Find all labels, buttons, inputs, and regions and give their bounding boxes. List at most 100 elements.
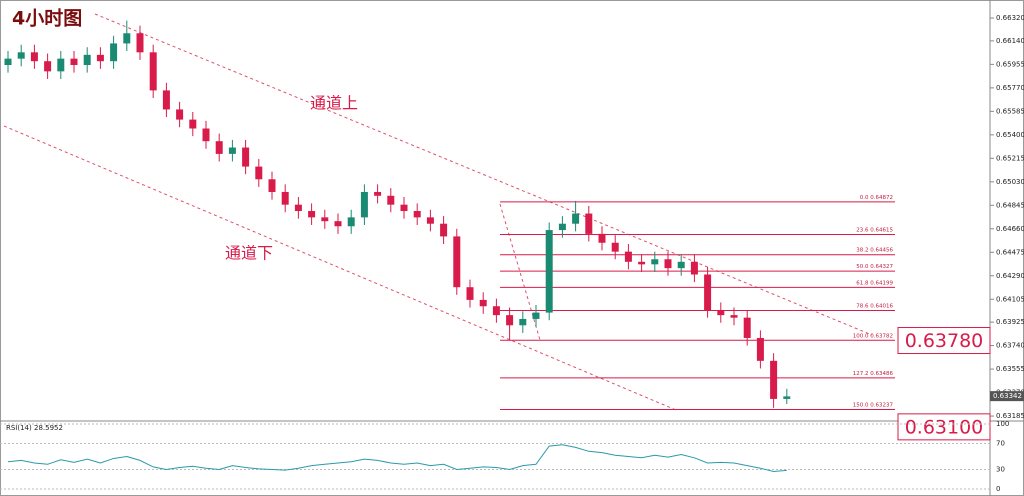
rsi-tick-label: 0 bbox=[996, 485, 1000, 493]
candle-body bbox=[4, 58, 12, 66]
candle-body bbox=[440, 223, 448, 237]
candle-body bbox=[598, 233, 606, 243]
candle-body bbox=[189, 119, 197, 129]
y-tick-label: 0.64845 bbox=[996, 201, 1024, 209]
candle-body bbox=[347, 217, 355, 227]
y-tick-label: 0.65585 bbox=[996, 107, 1024, 115]
candle-body bbox=[110, 43, 118, 62]
candle-body bbox=[704, 274, 712, 311]
candle-body bbox=[730, 315, 738, 318]
fib-label: 50.0 0.64327 bbox=[856, 264, 893, 270]
y-tick-label: 0.65215 bbox=[996, 154, 1024, 162]
y-tick-label: 0.63555 bbox=[996, 365, 1024, 373]
candle-body bbox=[624, 251, 632, 262]
candle-body bbox=[30, 52, 38, 62]
candle-body bbox=[651, 259, 659, 265]
fib-label: 100.0 0.63782 bbox=[853, 333, 893, 339]
fib-ratio: 78.6 bbox=[856, 303, 869, 309]
y-tick-label: 0.65770 bbox=[996, 84, 1024, 92]
fib-price: 0.64615 bbox=[870, 227, 893, 233]
candle-body bbox=[149, 52, 157, 91]
y-tick-label: 0.64105 bbox=[996, 295, 1024, 303]
y-tick-label: 0.63185 bbox=[996, 412, 1024, 420]
candle-body bbox=[387, 195, 395, 205]
candle-body bbox=[44, 61, 52, 72]
fib-price: 0.64456 bbox=[870, 247, 893, 253]
lower-channel bbox=[3, 125, 677, 411]
target-label: 0.63100 bbox=[905, 416, 984, 438]
candle-body bbox=[360, 191, 368, 218]
target-box bbox=[897, 327, 991, 355]
target-box bbox=[897, 413, 991, 441]
candle-body bbox=[770, 360, 778, 399]
candle-body bbox=[717, 310, 725, 316]
candle-body bbox=[413, 211, 421, 218]
rsi-name: RSI(14) bbox=[6, 424, 32, 432]
candle-body bbox=[321, 217, 329, 222]
fib-ratio: 100.0 bbox=[853, 333, 869, 339]
y-tick-label: 0.64660 bbox=[996, 225, 1024, 233]
fib-price: 0.63237 bbox=[870, 402, 893, 408]
rsi-value: 28.5952 bbox=[34, 424, 63, 432]
rsi-tick-label: 100 bbox=[996, 420, 1009, 428]
fib-price: 0.64016 bbox=[870, 303, 893, 309]
candle-body bbox=[466, 287, 474, 300]
fib-price: 0.63782 bbox=[870, 333, 893, 339]
candle-body bbox=[783, 396, 791, 399]
candle-body bbox=[374, 191, 382, 196]
fib-ratio: 23.6 bbox=[856, 227, 869, 233]
fib-label: 23.6 0.64615 bbox=[856, 227, 893, 233]
y-tick-label: 0.65030 bbox=[996, 178, 1024, 186]
channel-label: 通道下 bbox=[225, 244, 273, 263]
candle-body bbox=[176, 109, 184, 120]
fib-label: 150.0 0.63237 bbox=[853, 402, 894, 408]
candle-body bbox=[677, 261, 685, 269]
current-price-tag bbox=[990, 391, 1024, 402]
fib-label: 38.2 0.64456 bbox=[856, 247, 893, 253]
candle-body bbox=[690, 261, 698, 275]
fib-ratio: 127.2 bbox=[853, 370, 869, 376]
candle-body bbox=[400, 204, 408, 212]
fib-ratio: 150.0 bbox=[853, 402, 869, 408]
candle-body bbox=[57, 58, 65, 72]
candle-body bbox=[453, 236, 461, 288]
candle-body bbox=[506, 315, 514, 326]
candle-body bbox=[756, 337, 764, 361]
candle-body bbox=[294, 204, 302, 212]
fib-label: 127.2 0.63486 bbox=[853, 370, 894, 376]
y-tick-label: 0.65955 bbox=[996, 60, 1024, 68]
candle-body bbox=[83, 54, 91, 66]
upper-channel bbox=[94, 13, 873, 336]
candle-body bbox=[572, 213, 580, 224]
current-price: 0.63342 bbox=[993, 392, 1022, 400]
fib-label: 78.6 0.64016 bbox=[856, 303, 893, 309]
y-tick-label: 0.65400 bbox=[996, 131, 1024, 139]
candle-body bbox=[281, 191, 289, 205]
candle-body bbox=[638, 261, 646, 265]
y-tick-label: 0.63740 bbox=[996, 342, 1024, 350]
candle-body bbox=[492, 306, 500, 316]
y-tick-label: 0.64475 bbox=[996, 248, 1024, 256]
y-tick-label: 0.64290 bbox=[996, 272, 1024, 280]
candle-body bbox=[308, 211, 316, 218]
candle-body bbox=[479, 299, 487, 307]
channel-lines bbox=[3, 13, 873, 411]
candle-body bbox=[664, 259, 672, 269]
fib-label: 0.0 0.64872 bbox=[860, 194, 893, 200]
candle-body bbox=[136, 33, 144, 53]
candle-body bbox=[558, 223, 566, 231]
fib-ratio: 50.0 bbox=[856, 264, 869, 270]
candle-body bbox=[611, 242, 619, 252]
rsi-tick-label: 70 bbox=[996, 440, 1005, 448]
candle-body bbox=[532, 312, 540, 319]
chart-title: 4小时图 bbox=[12, 8, 82, 30]
fib-price: 0.64199 bbox=[870, 280, 893, 286]
candle-body bbox=[268, 179, 276, 192]
channel-label: 通道上 bbox=[310, 94, 358, 113]
candle-body bbox=[519, 318, 527, 326]
candle-body bbox=[96, 54, 104, 62]
y-tick-label: 0.63925 bbox=[996, 318, 1024, 326]
candle-body bbox=[17, 52, 25, 59]
